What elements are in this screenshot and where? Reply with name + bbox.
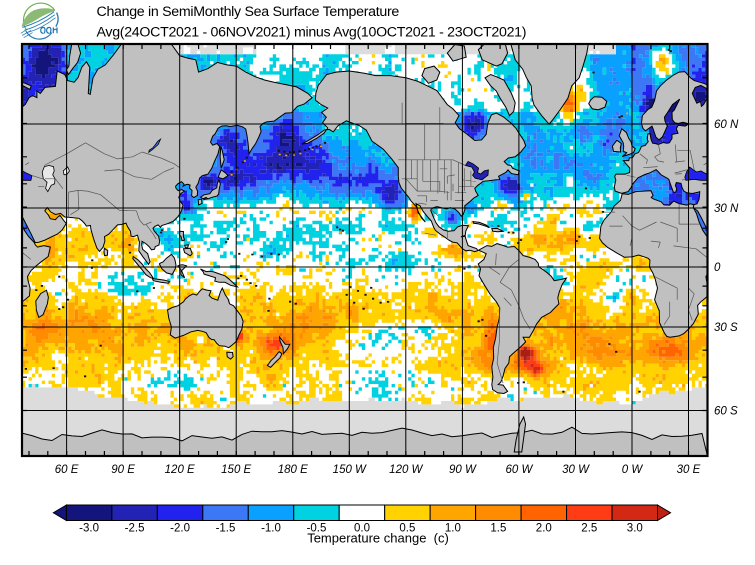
svg-text:-0.5: -0.5 — [307, 523, 327, 535]
svg-text:2.5: 2.5 — [581, 523, 597, 535]
svg-text:-1.5: -1.5 — [216, 523, 236, 535]
svg-text:90 E: 90 E — [111, 464, 135, 476]
svg-text:0 W: 0 W — [622, 464, 644, 476]
svg-text:90 W: 90 W — [449, 464, 477, 476]
svg-text:1.5: 1.5 — [490, 523, 506, 535]
svg-text:30 W: 30 W — [562, 464, 590, 476]
svg-text:60 E: 60 E — [55, 464, 79, 476]
svg-text:3.0: 3.0 — [627, 523, 643, 535]
svg-text:30 E: 30 E — [677, 464, 701, 476]
svg-text:60 S: 60 S — [714, 406, 738, 418]
svg-text:180 E: 180 E — [278, 464, 308, 476]
svg-text:60 N: 60 N — [714, 119, 739, 131]
svg-text:Avg(24OCT2021 - 06NOV2021) min: Avg(24OCT2021 - 06NOV2021) minus Avg(10O… — [97, 25, 527, 41]
svg-text:-3.0: -3.0 — [79, 523, 99, 535]
svg-text:-2.5: -2.5 — [125, 523, 145, 535]
svg-text:150 W: 150 W — [333, 464, 367, 476]
svg-text:0: 0 — [714, 262, 721, 274]
svg-text:30 S: 30 S — [714, 322, 738, 334]
svg-text:60 W: 60 W — [505, 464, 533, 476]
svg-text:2.0: 2.0 — [536, 523, 552, 535]
svg-text:120 W: 120 W — [389, 464, 423, 476]
svg-text:0.0: 0.0 — [354, 523, 370, 535]
svg-text:-1.0: -1.0 — [261, 523, 281, 535]
svg-text:0.5: 0.5 — [399, 523, 415, 535]
svg-text:30 N: 30 N — [714, 203, 739, 215]
svg-text:-2.0: -2.0 — [170, 523, 190, 535]
svg-text:Change in SemiMonthly Sea Surf: Change in SemiMonthly Sea Surface Temper… — [97, 4, 400, 20]
svg-text:Temperature change (c): Temperature change (c) — [307, 531, 449, 546]
svg-text:1.0: 1.0 — [445, 523, 461, 535]
svg-text:150 E: 150 E — [221, 464, 251, 476]
svg-text:120 E: 120 E — [165, 464, 195, 476]
